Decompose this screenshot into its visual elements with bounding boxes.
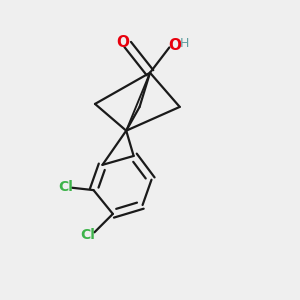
Text: O: O: [168, 38, 181, 52]
Text: Cl: Cl: [80, 228, 95, 242]
Text: O: O: [116, 34, 129, 50]
Text: H: H: [180, 37, 190, 50]
Text: Cl: Cl: [58, 180, 73, 194]
